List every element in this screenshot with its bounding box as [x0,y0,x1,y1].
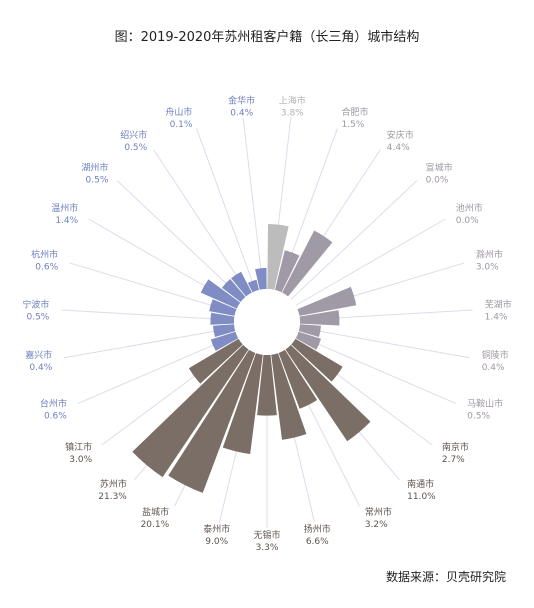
category-label: 宣城市 [426,161,453,173]
petal-26[interactable] [247,279,260,293]
center-hole [234,289,300,355]
category-label: 南京市 [442,441,469,453]
petal-11[interactable] [285,344,371,442]
leader-line [116,180,244,300]
category-label: 池州市 [456,202,483,214]
category-label: 扬州市 [304,523,331,535]
value-label: 0.4% [230,108,253,118]
petal-2[interactable] [274,250,300,293]
category-labels: 上海市 3.8% 合肥市 1.5% 安庆市 4.4% 宣城市 0.0% 池州市 0.0% 滁州市 3.… [22,94,511,553]
leader-line [153,149,250,295]
value-label: 1.4% [485,312,508,322]
petal-22[interactable] [209,299,237,316]
petal-12[interactable] [278,349,318,409]
category-label: 铜陵市 [482,349,509,361]
category-label: 苏州市 [100,478,127,490]
category-label: 马鞍山市 [467,397,503,409]
leader-line [77,334,237,405]
category-label: 芜湖市 [485,298,512,310]
petal-16[interactable] [168,349,256,493]
petal-8[interactable] [298,324,321,337]
value-label: 0.6% [44,411,67,421]
value-label: 0.4% [29,363,52,373]
petal-27[interactable] [255,267,267,290]
value-label: 3.3% [256,543,279,553]
petal-25[interactable] [231,271,252,297]
category-label: 常州市 [365,506,392,518]
category-label: 宁波市 [22,298,49,310]
petal-19[interactable] [210,331,239,351]
category-label: 湖州市 [81,161,108,173]
value-label: 20.1% [141,520,170,530]
petal-1[interactable] [267,223,289,290]
value-label: 1.4% [55,216,78,226]
value-label: 0.0% [456,216,479,226]
category-label: 镇江市 [65,441,92,453]
petal-6[interactable] [297,286,357,316]
petal-3[interactable] [282,230,333,297]
value-label: 0.5% [26,312,49,322]
petal-10[interactable] [291,338,343,382]
value-label: 0.5% [124,143,147,153]
value-label: 4.4% [387,143,410,153]
category-label: 合肥市 [342,106,369,118]
value-label: 0.5% [467,411,490,421]
leader-line [69,262,236,314]
chart-title: 图：2019-2020年苏州租客户籍（长三角）城市结构 [114,30,420,45]
leader-line [196,128,257,292]
petal-20[interactable] [213,324,236,337]
source-note: 数据来源：贝壳研究院 [385,570,506,584]
value-label: 3.2% [365,520,388,530]
category-label: 盐城市 [142,506,169,518]
petal-13[interactable] [271,353,307,440]
category-label: 上海市 [279,94,306,106]
leader-line [242,117,264,290]
petal-23[interactable] [200,279,241,309]
value-label: 1.5% [342,120,365,130]
petal-21[interactable] [210,312,235,325]
category-label: 无锡市 [253,529,280,541]
value-label: 21.3% [98,492,127,502]
petal-14[interactable] [257,354,277,416]
category-label: 滁州市 [476,248,503,260]
petal-24[interactable] [221,279,246,303]
leader-line [299,327,470,359]
category-label: 嘉兴市 [25,349,52,361]
value-label: 3.0% [476,262,499,272]
petal-7[interactable] [299,310,340,326]
value-label: 3.8% [281,108,304,118]
value-label: 0.1% [170,120,193,130]
category-label: 安庆市 [387,129,414,141]
category-label: 台州市 [40,397,67,409]
petal-17[interactable] [132,344,249,478]
category-label: 杭州市 [31,248,58,260]
rose-petals [132,223,371,493]
category-label: 温州市 [51,202,78,214]
value-label: 6.6% [306,537,329,547]
category-label: 金华市 [228,94,255,106]
value-label: 0.0% [426,175,449,185]
value-label: 11.0% [407,492,436,502]
leader-line [61,309,235,321]
leader-line [64,327,235,359]
leader-line [297,334,457,405]
value-label: 0.5% [86,175,109,185]
category-label: 绍兴市 [120,129,147,141]
value-label: 3.0% [69,455,92,465]
petal-15[interactable] [222,353,263,455]
petal-18[interactable] [188,338,243,384]
petal-9[interactable] [295,331,322,350]
leader-line [295,218,446,306]
leader-line [290,180,418,300]
value-label: 2.7% [442,455,465,465]
category-label: 泰州市 [203,523,230,535]
value-label: 9.0% [205,537,228,547]
value-label: 0.6% [35,262,58,272]
category-label: 南通市 [407,478,434,490]
category-label: 舟山市 [165,106,192,118]
value-label: 0.4% [482,363,505,373]
